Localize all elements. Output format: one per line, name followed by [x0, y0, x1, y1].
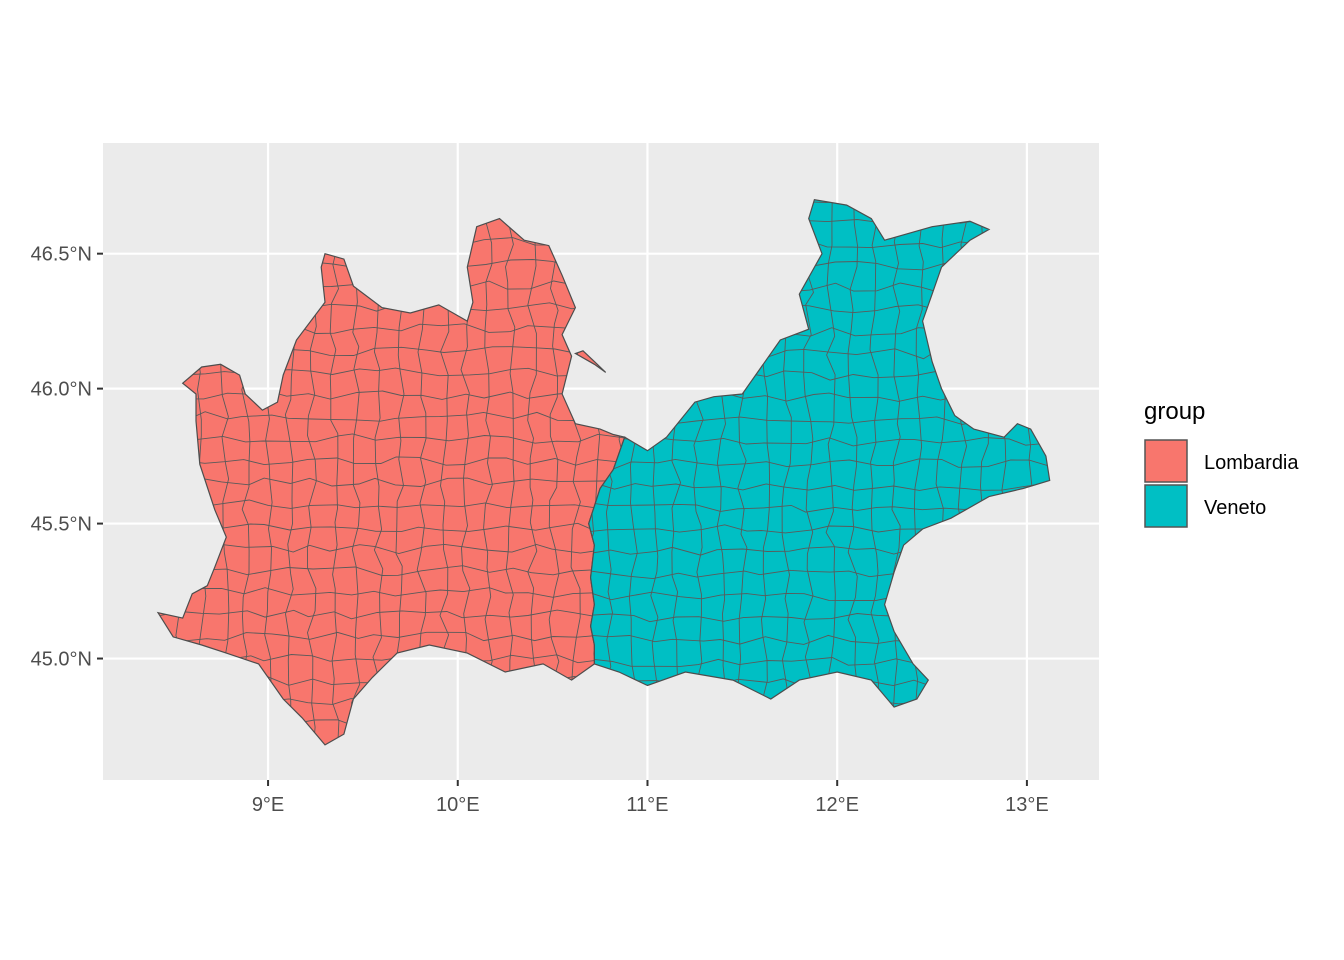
- region-outline-lombardia: [573, 350, 607, 373]
- legend-label-veneto: Veneto: [1204, 497, 1266, 519]
- legend-title: group: [1144, 398, 1205, 425]
- region-outline-veneto: [588, 199, 1051, 708]
- y-tick-label: 45.5°N: [31, 514, 92, 536]
- x-tick-label: 12°E: [815, 794, 859, 816]
- region-fill-veneto: [588, 199, 1050, 708]
- x-tick-label: 9°E: [252, 794, 284, 816]
- y-tick-label: 45.0°N: [31, 649, 92, 671]
- legend-key-lombardia: [1144, 439, 1188, 483]
- legend-key-veneto: [1144, 484, 1188, 528]
- x-tick-label: 10°E: [436, 794, 480, 816]
- region-outline-lombardia: [156, 217, 626, 746]
- x-tick-label: 13°E: [1005, 794, 1049, 816]
- y-tick-label: 46.0°N: [31, 379, 92, 401]
- legend: group Lombardia Veneto: [1144, 398, 1299, 528]
- region-fill-lombardia: [158, 218, 625, 745]
- x-tick-label: 11°E: [626, 794, 668, 816]
- axes: 9°E 10°E 11°E 12°E 13°E 45.0°N 45.5°N 46.0°N 46.…: [31, 244, 1049, 816]
- y-tick-label: 46.5°N: [31, 244, 92, 266]
- legend-label-lombardia: Lombardia: [1204, 452, 1299, 474]
